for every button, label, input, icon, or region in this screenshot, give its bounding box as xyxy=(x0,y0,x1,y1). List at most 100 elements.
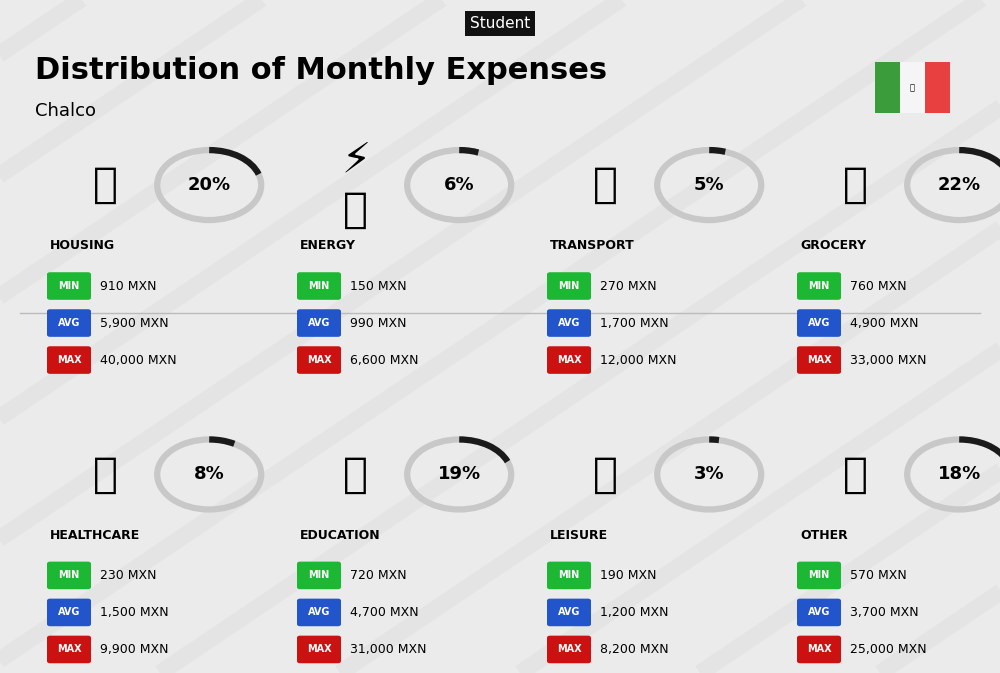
Text: 🏢: 🏢 xyxy=(93,164,118,206)
FancyBboxPatch shape xyxy=(47,635,91,664)
Text: 570 MXN: 570 MXN xyxy=(850,569,907,582)
Text: MAX: MAX xyxy=(57,645,81,654)
Text: 4,900 MXN: 4,900 MXN xyxy=(850,316,919,330)
Text: MAX: MAX xyxy=(307,645,331,654)
Text: 12,000 MXN: 12,000 MXN xyxy=(600,353,677,367)
FancyBboxPatch shape xyxy=(797,272,841,300)
Text: 🎓: 🎓 xyxy=(343,454,368,495)
Text: 💰: 💰 xyxy=(843,454,868,495)
Text: ⚡
🏠: ⚡ 🏠 xyxy=(341,140,370,230)
FancyBboxPatch shape xyxy=(297,309,341,336)
Text: Distribution of Monthly Expenses: Distribution of Monthly Expenses xyxy=(35,56,607,85)
Text: AVG: AVG xyxy=(558,608,580,617)
FancyBboxPatch shape xyxy=(297,347,341,374)
FancyBboxPatch shape xyxy=(547,309,591,336)
Text: 3%: 3% xyxy=(694,466,725,483)
Text: AVG: AVG xyxy=(308,318,330,328)
Text: MIN: MIN xyxy=(58,571,80,580)
Text: AVG: AVG xyxy=(58,608,80,617)
FancyBboxPatch shape xyxy=(47,347,91,374)
Text: MAX: MAX xyxy=(557,355,581,365)
Text: 💗: 💗 xyxy=(93,454,118,495)
FancyBboxPatch shape xyxy=(925,63,950,112)
FancyBboxPatch shape xyxy=(797,309,841,336)
FancyBboxPatch shape xyxy=(900,63,925,112)
FancyBboxPatch shape xyxy=(297,635,341,664)
Text: MIN: MIN xyxy=(808,571,830,580)
Text: LEISURE: LEISURE xyxy=(550,528,608,542)
Text: 🛒: 🛒 xyxy=(843,164,868,206)
Text: 190 MXN: 190 MXN xyxy=(600,569,657,582)
Text: Chalco: Chalco xyxy=(35,102,96,120)
Text: AVG: AVG xyxy=(808,608,830,617)
Text: AVG: AVG xyxy=(558,318,580,328)
Text: 4,700 MXN: 4,700 MXN xyxy=(350,606,419,619)
Text: 760 MXN: 760 MXN xyxy=(850,279,907,293)
Text: 8%: 8% xyxy=(194,466,225,483)
Text: 720 MXN: 720 MXN xyxy=(350,569,407,582)
Text: MIN: MIN xyxy=(58,281,80,291)
FancyBboxPatch shape xyxy=(47,309,91,336)
FancyBboxPatch shape xyxy=(47,561,91,590)
Text: 8,200 MXN: 8,200 MXN xyxy=(600,643,669,656)
Text: 25,000 MXN: 25,000 MXN xyxy=(850,643,927,656)
FancyBboxPatch shape xyxy=(297,272,341,300)
Text: 150 MXN: 150 MXN xyxy=(350,279,407,293)
Text: HOUSING: HOUSING xyxy=(50,239,115,252)
Text: MIN: MIN xyxy=(558,281,580,291)
Text: 3,700 MXN: 3,700 MXN xyxy=(850,606,919,619)
FancyBboxPatch shape xyxy=(547,561,591,590)
Text: 1,200 MXN: 1,200 MXN xyxy=(600,606,669,619)
Text: 5,900 MXN: 5,900 MXN xyxy=(100,316,169,330)
Text: MAX: MAX xyxy=(807,645,831,654)
Text: MIN: MIN xyxy=(558,571,580,580)
Text: 1,700 MXN: 1,700 MXN xyxy=(600,316,669,330)
Text: HEALTHCARE: HEALTHCARE xyxy=(50,528,140,542)
FancyBboxPatch shape xyxy=(797,347,841,374)
Text: MAX: MAX xyxy=(307,355,331,365)
Text: 910 MXN: 910 MXN xyxy=(100,279,156,293)
Text: ENERGY: ENERGY xyxy=(300,239,356,252)
Text: Student: Student xyxy=(470,16,530,31)
Text: MAX: MAX xyxy=(57,355,81,365)
FancyBboxPatch shape xyxy=(797,561,841,590)
FancyBboxPatch shape xyxy=(297,599,341,626)
Text: MIN: MIN xyxy=(808,281,830,291)
FancyBboxPatch shape xyxy=(547,635,591,664)
Text: 18%: 18% xyxy=(938,466,981,483)
Text: 230 MXN: 230 MXN xyxy=(100,569,156,582)
Text: EDUCATION: EDUCATION xyxy=(300,528,381,542)
Text: 6,600 MXN: 6,600 MXN xyxy=(350,353,418,367)
Text: AVG: AVG xyxy=(808,318,830,328)
Text: MAX: MAX xyxy=(807,355,831,365)
Text: 5%: 5% xyxy=(694,176,725,194)
FancyBboxPatch shape xyxy=(547,272,591,300)
Text: MIN: MIN xyxy=(308,281,330,291)
Text: 40,000 MXN: 40,000 MXN xyxy=(100,353,177,367)
Text: 270 MXN: 270 MXN xyxy=(600,279,657,293)
Text: 🦅: 🦅 xyxy=(910,83,915,92)
Text: 33,000 MXN: 33,000 MXN xyxy=(850,353,927,367)
FancyBboxPatch shape xyxy=(47,272,91,300)
Text: MIN: MIN xyxy=(308,571,330,580)
Text: 31,000 MXN: 31,000 MXN xyxy=(350,643,426,656)
Text: MAX: MAX xyxy=(557,645,581,654)
Text: 🚌: 🚌 xyxy=(593,164,618,206)
FancyBboxPatch shape xyxy=(47,599,91,626)
Text: 22%: 22% xyxy=(938,176,981,194)
Text: 9,900 MXN: 9,900 MXN xyxy=(100,643,168,656)
Text: 1,500 MXN: 1,500 MXN xyxy=(100,606,169,619)
Text: GROCERY: GROCERY xyxy=(800,239,866,252)
Text: AVG: AVG xyxy=(308,608,330,617)
Text: 🛍️: 🛍️ xyxy=(593,454,618,495)
Text: TRANSPORT: TRANSPORT xyxy=(550,239,635,252)
FancyBboxPatch shape xyxy=(797,635,841,664)
FancyBboxPatch shape xyxy=(875,63,900,112)
FancyBboxPatch shape xyxy=(547,347,591,374)
FancyBboxPatch shape xyxy=(547,599,591,626)
Text: 990 MXN: 990 MXN xyxy=(350,316,406,330)
FancyBboxPatch shape xyxy=(297,561,341,590)
Text: 19%: 19% xyxy=(438,466,481,483)
FancyBboxPatch shape xyxy=(797,599,841,626)
Text: 20%: 20% xyxy=(188,176,231,194)
